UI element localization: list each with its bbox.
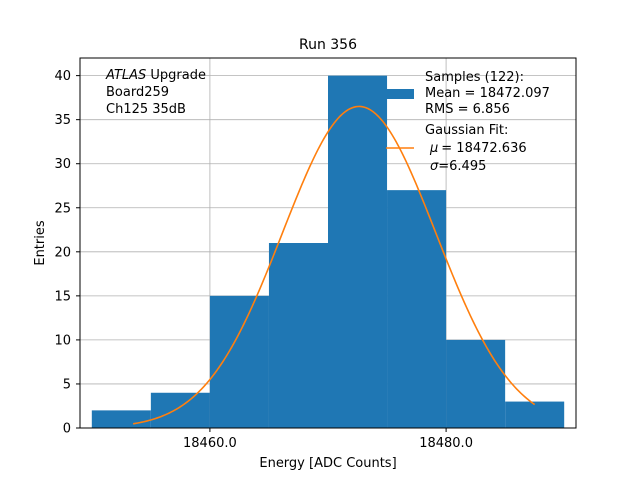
annotation-italic: ATLAS (105, 68, 146, 83)
y-tick-label-5: 25 (54, 201, 71, 216)
legend-hist-line-1: Samples (122): (425, 70, 524, 85)
y-axis-ticks: 0 5 10 15 20 25 30 35 40 (54, 69, 80, 437)
legend-sigma-value: =6.495 (438, 159, 486, 174)
y-tick-label-4: 20 (54, 245, 71, 260)
annotation-rest: Upgrade (146, 68, 206, 83)
x-tick-label-1: 18480.0 (419, 436, 473, 451)
chart-title: Run 356 (299, 37, 357, 53)
legend-fit-line-2: μ = 18472.636 (429, 141, 527, 156)
legend-hist-swatch (386, 89, 414, 99)
histogram-bar-4 (328, 75, 388, 428)
fit-curve-layer (133, 105, 536, 425)
y-tick-label-1: 5 (63, 377, 71, 392)
y-tick-label-0: 0 (63, 422, 71, 437)
y-tick-label-7: 35 (54, 113, 71, 128)
plot-area-frame (79, 57, 577, 429)
histogram-bar-0 (91, 410, 151, 428)
atlas-annotation: ATLAS Upgrade Board259 Ch125 35dB (105, 68, 206, 117)
annotation-line-3: Ch125 35dB (106, 102, 186, 117)
gaussian-fit-curve (133, 105, 536, 425)
annotation-line-2: Board259 (106, 85, 169, 100)
annotation-line-1: ATLAS Upgrade (105, 68, 206, 83)
histogram-bar-2 (209, 295, 269, 428)
legend-mu-value: = 18472.636 (441, 141, 526, 156)
y-tick-label-6: 30 (54, 157, 71, 172)
legend: Samples (122): Mean = 18472.097 RMS = 6.… (386, 70, 550, 174)
y-tick-label-3: 15 (54, 289, 71, 304)
x-axis-label: Energy [ADC Counts] (259, 456, 396, 471)
histogram-bar-3 (268, 243, 328, 428)
histogram-bar-1 (150, 392, 210, 428)
legend-hist-line-3: RMS = 6.856 (425, 102, 510, 117)
legend-fit-line-3: σ=6.495 (430, 159, 486, 174)
x-axis-ticks: 18460.0 18480.0 (183, 428, 473, 451)
legend-hist-line-2: Mean = 18472.097 (425, 86, 550, 101)
y-tick-label-2: 10 (54, 333, 71, 348)
histogram-bar-6 (446, 339, 506, 428)
y-tick-label-8: 40 (54, 69, 71, 84)
y-axis-label: Entries (33, 220, 48, 266)
x-tick-label-0: 18460.0 (183, 436, 237, 451)
histogram-bar-5 (387, 190, 447, 428)
legend-fit-line-1: Gaussian Fit: (425, 123, 508, 138)
legend-sigma-symbol: σ (430, 159, 439, 174)
histogram-bar-7 (505, 401, 565, 428)
legend-mu-symbol: μ (429, 141, 438, 156)
